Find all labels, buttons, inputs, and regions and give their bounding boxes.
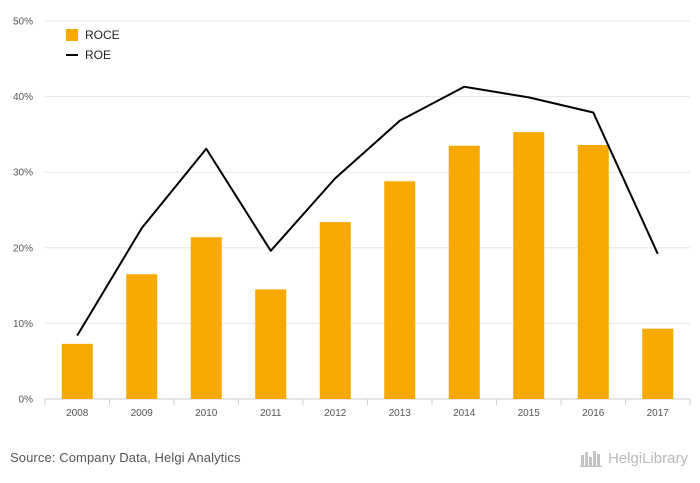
- y-tick-label: 40%: [13, 92, 33, 103]
- y-tick-label: 20%: [13, 243, 33, 254]
- bar-roce: [255, 289, 287, 399]
- line-roe: [76, 85, 659, 337]
- x-tick-label: 2013: [389, 408, 412, 419]
- x-tick-label: 2012: [324, 408, 347, 419]
- x-tick-label: 2017: [647, 408, 670, 419]
- brand-logo[interactable]: HelgiLibrary: [579, 449, 688, 467]
- y-tick-label: 0%: [19, 395, 34, 406]
- y-tick-label: 50%: [13, 17, 33, 28]
- bar-roce: [513, 132, 545, 399]
- bar-roce: [448, 145, 480, 399]
- bar-roce: [384, 181, 416, 399]
- x-tick-label: 2009: [131, 408, 154, 419]
- brand-name: HelgiLibrary: [607, 449, 688, 467]
- bar-roce: [319, 222, 351, 399]
- x-tick-label: 2008: [66, 408, 89, 419]
- legend-label: ROCE: [85, 28, 120, 42]
- y-tick-label: 10%: [13, 319, 33, 330]
- library-icon: [579, 451, 602, 467]
- bar-roce: [577, 144, 609, 399]
- x-tick-label: 2011: [260, 408, 282, 419]
- legend-label: ROE: [85, 48, 111, 62]
- x-tick-label: 2010: [195, 408, 218, 419]
- bar-roce: [126, 274, 158, 399]
- x-tick-label: 2015: [518, 408, 541, 419]
- bar-roce: [642, 328, 674, 399]
- chart-svg: 0% 10% 20% 30% 40% 50% 2008 2009 2010 2011 2012 201…: [13, 17, 691, 419]
- x-tick-label: 2014: [453, 408, 476, 419]
- y-tick-label: 30%: [13, 168, 33, 179]
- bar-roce: [61, 343, 93, 399]
- source-note: Source: Company Data, Helgi Analytics: [10, 450, 241, 465]
- x-tick-label: 2016: [582, 408, 605, 419]
- legend-swatch-roce: [66, 29, 78, 41]
- bar-roce: [190, 237, 222, 399]
